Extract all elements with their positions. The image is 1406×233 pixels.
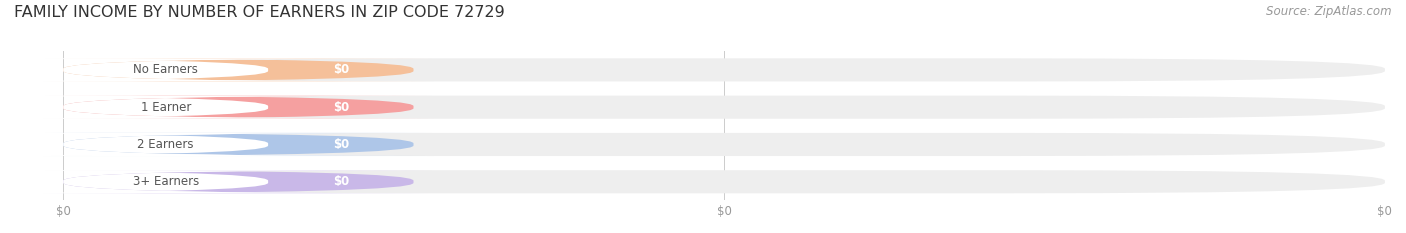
FancyBboxPatch shape bbox=[63, 133, 1385, 156]
FancyBboxPatch shape bbox=[0, 170, 433, 193]
FancyBboxPatch shape bbox=[44, 58, 433, 82]
Text: $0: $0 bbox=[333, 101, 349, 114]
Text: 1 Earner: 1 Earner bbox=[141, 101, 191, 114]
FancyBboxPatch shape bbox=[63, 170, 1385, 193]
FancyBboxPatch shape bbox=[0, 58, 433, 82]
Text: 2 Earners: 2 Earners bbox=[138, 138, 194, 151]
Text: Source: ZipAtlas.com: Source: ZipAtlas.com bbox=[1267, 5, 1392, 18]
Text: $0: $0 bbox=[333, 138, 349, 151]
FancyBboxPatch shape bbox=[44, 96, 433, 119]
FancyBboxPatch shape bbox=[63, 96, 1385, 119]
FancyBboxPatch shape bbox=[0, 133, 433, 156]
Text: 3+ Earners: 3+ Earners bbox=[132, 175, 198, 188]
Text: $0: $0 bbox=[333, 63, 349, 76]
FancyBboxPatch shape bbox=[63, 58, 1385, 82]
Text: No Earners: No Earners bbox=[134, 63, 198, 76]
Text: FAMILY INCOME BY NUMBER OF EARNERS IN ZIP CODE 72729: FAMILY INCOME BY NUMBER OF EARNERS IN ZI… bbox=[14, 5, 505, 20]
FancyBboxPatch shape bbox=[44, 170, 433, 193]
Text: $0: $0 bbox=[333, 175, 349, 188]
FancyBboxPatch shape bbox=[0, 96, 433, 119]
FancyBboxPatch shape bbox=[44, 133, 433, 156]
